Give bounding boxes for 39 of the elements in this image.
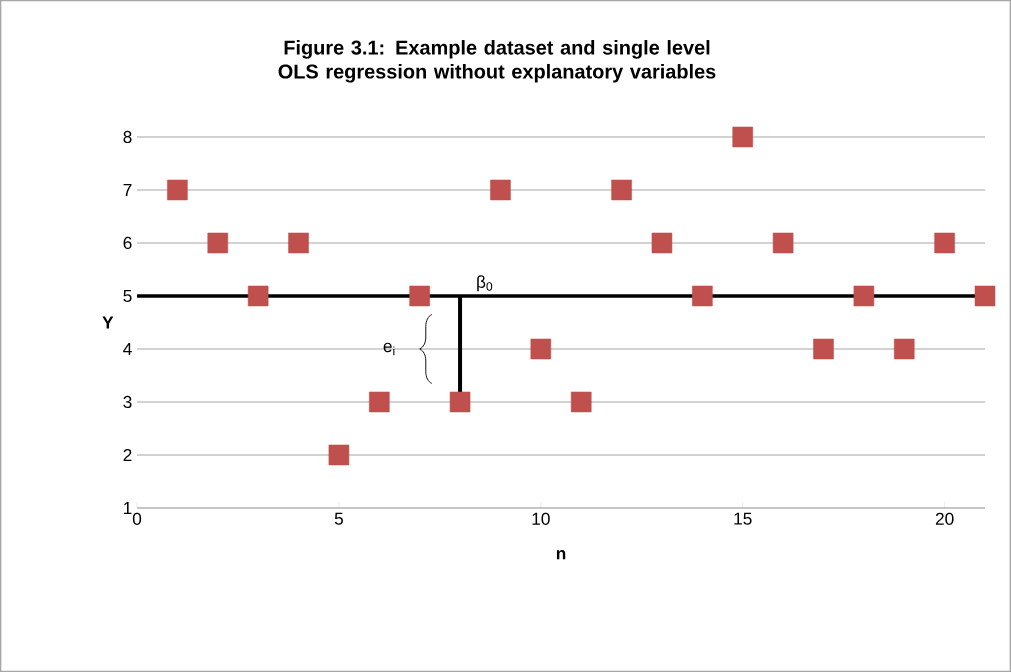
y-axis-title: Y [102,316,114,329]
x-tick-label: 0 [132,512,142,525]
point [732,126,753,148]
x-tick-label: 20 [935,512,954,525]
point [409,285,430,307]
point [611,179,632,201]
y-tick-label: 6 [123,236,132,250]
point [651,232,673,254]
chart-title: Figure 3.1: Example dataset and single level OLS regression without explanatory variables [278,40,716,83]
x-tick-label: 5 [334,512,343,525]
point [772,232,794,254]
point [490,179,511,201]
point [934,232,955,254]
y-tick-label: 1 [124,502,132,514]
x-tick-label: 15 [734,512,752,525]
point [449,391,471,413]
ref-line-label: β$_{0}$ [477,275,493,292]
y-tick-label: 3 [123,395,132,409]
point [692,285,713,307]
y-tick-label: 5 [123,289,132,303]
x-tick-label: 10 [532,512,550,525]
point [247,285,269,307]
y-tick-label: 8 [123,130,132,144]
y-tick-label: 7 [123,184,132,196]
point [207,232,229,254]
point [530,338,552,360]
point [288,232,309,254]
point [974,285,996,307]
point [813,338,834,360]
point [570,391,592,413]
x-axis-title: n [556,550,566,560]
point [328,444,350,466]
point [167,179,188,201]
y-tick-label: 2 [123,448,132,462]
y-tick-label: 4 [123,343,132,355]
point [853,285,875,307]
annotation: e$_{i}$ [383,342,395,356]
point [893,338,915,360]
point [369,391,390,413]
